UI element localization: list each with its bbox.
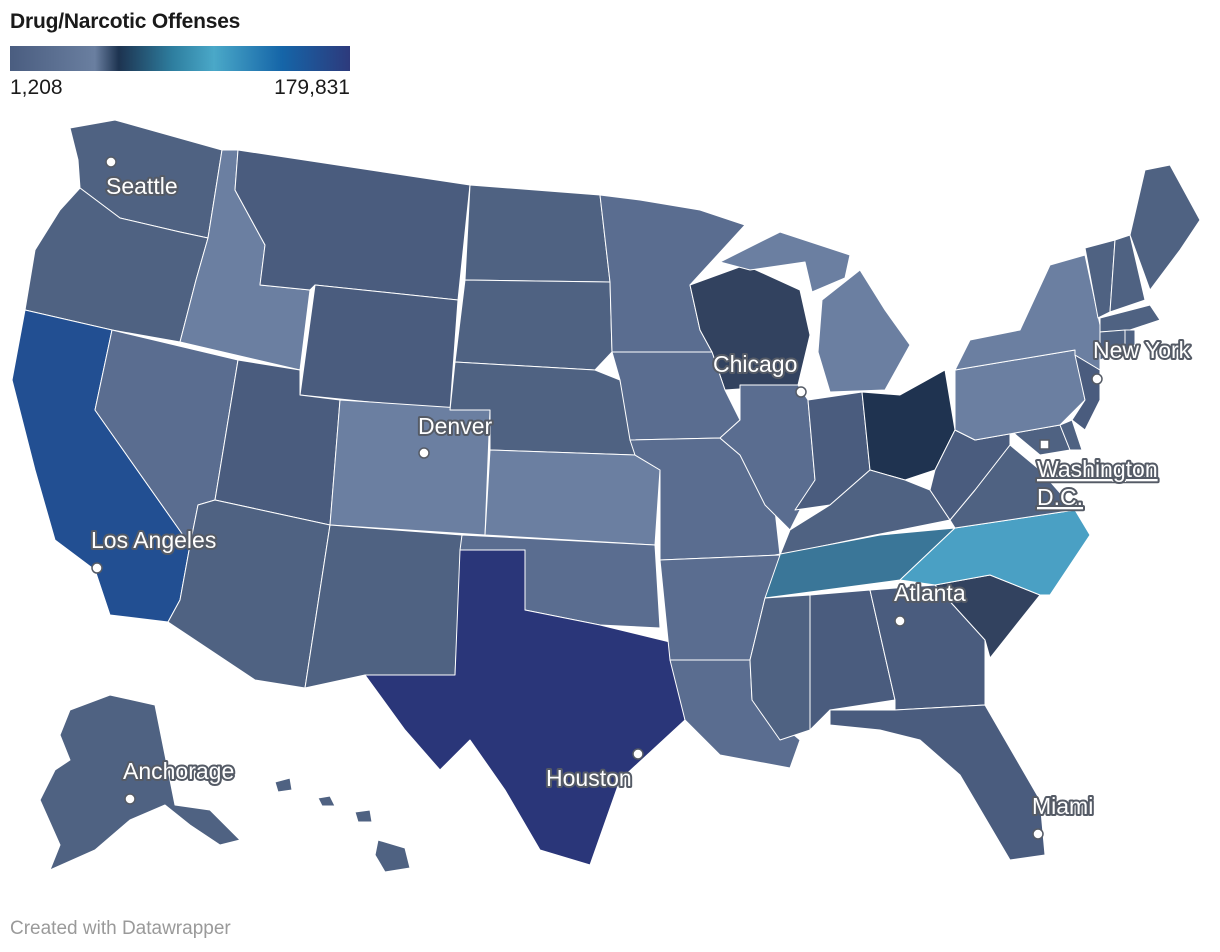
city-houston: Houston: [544, 748, 644, 793]
state-maine[interactable]: [1129, 164, 1201, 291]
state-north-dakota[interactable]: [464, 184, 611, 283]
state-texas[interactable]: [364, 549, 686, 866]
state-rhode-island[interactable]: [1124, 329, 1136, 351]
city-chicago: Chicago: [711, 349, 807, 398]
city-label-new-york: New York: [1093, 337, 1191, 363]
state-wyoming[interactable]: [299, 284, 459, 411]
city-seattle: Seattle: [104, 156, 180, 201]
legend-max-label: 179,831: [274, 76, 350, 99]
city-label-denver: Denver: [418, 413, 492, 439]
city-washington-dc: Washington D.C.: [1035, 439, 1160, 512]
city-new-york: New York: [1091, 335, 1193, 385]
state-florida[interactable]: [829, 704, 1046, 861]
city-miami: Miami: [1030, 791, 1095, 840]
state-hawaii[interactable]: [274, 777, 411, 873]
legend-min-label: 1,208: [10, 76, 63, 99]
state-delaware[interactable]: [1059, 419, 1083, 451]
city-label-los-angeles: Los Angeles: [91, 527, 216, 553]
city-denver: Denver: [416, 411, 494, 459]
city-label-chicago: Chicago: [713, 351, 797, 377]
city-atlanta: Atlanta: [892, 578, 968, 627]
state-massachusetts[interactable]: [1099, 304, 1161, 333]
state-michigan[interactable]: [719, 231, 911, 393]
city-label-atlanta: Atlanta: [894, 580, 966, 606]
city-anchorage: Anchorage: [121, 756, 236, 805]
state-kansas[interactable]: [484, 449, 661, 546]
city-label-seattle: Seattle: [106, 173, 178, 199]
state-alabama[interactable]: [809, 589, 896, 731]
state-montana[interactable]: [234, 149, 471, 301]
city-label-miami: Miami: [1032, 793, 1093, 819]
city-label-anchorage: Anchorage: [123, 758, 234, 784]
state-new-hampshire[interactable]: [1109, 234, 1146, 313]
state-new-mexico[interactable]: [304, 524, 463, 689]
state-north-carolina[interactable]: [899, 509, 1091, 596]
city-label-houston: Houston: [546, 765, 632, 791]
color-legend-bar: [10, 46, 350, 71]
chart-title: Drug/Narcotic Offenses: [10, 10, 241, 33]
state-south-dakota[interactable]: [454, 279, 613, 371]
city-label-dc: D.C.: [1037, 484, 1083, 510]
attribution-footer[interactable]: Created with Datawrapper: [10, 918, 231, 939]
state-new-york[interactable]: [954, 254, 1101, 371]
city-label-washington: Washington: [1037, 456, 1158, 482]
city-los-angeles: Los Angeles: [89, 525, 218, 574]
state-alaska[interactable]: [39, 694, 241, 871]
